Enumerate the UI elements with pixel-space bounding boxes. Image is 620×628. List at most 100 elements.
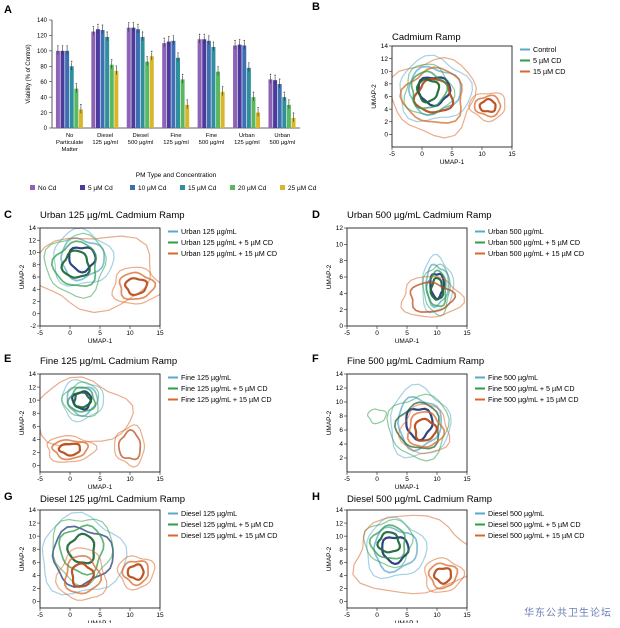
data-point (181, 73, 184, 76)
bar (91, 31, 96, 129)
bar (180, 79, 185, 128)
y-tick-label: 2 (32, 450, 36, 457)
contour-line (397, 395, 442, 452)
data-point (57, 45, 59, 47)
legend-swatch (230, 185, 235, 190)
bar (109, 64, 114, 128)
y-tick-label: 8 (32, 410, 36, 417)
bar (291, 117, 296, 128)
bar (273, 80, 278, 128)
contour-line (118, 271, 157, 301)
x-tick-label: 10 (433, 330, 441, 337)
panel-b: B Cadmium Ramp -5 0 5 10 15 0 2 4 6 8 10 12 14 UMAP-1 UM… (312, 1, 566, 166)
data-point (61, 45, 64, 47)
y-tick-label: 0 (44, 126, 48, 132)
bar (74, 88, 79, 128)
x-tick-label: 5 (405, 612, 409, 619)
y-tick-label: 80 (40, 64, 47, 70)
y-axis-title: UMAP-2 (19, 410, 26, 435)
x-tick-label: Urban (274, 133, 290, 139)
data-point (101, 24, 104, 26)
panel-title: Diesel 125 µg/mL Cadmium Ramp (40, 494, 185, 505)
y-tick-label: 120 (37, 34, 48, 40)
y-tick-label: 6 (339, 559, 343, 566)
x-tick-label: 10 (126, 476, 134, 483)
panel-title: Urban 500 µg/mL Cadmium Ramp (347, 210, 492, 221)
panel-title: Cadmium Ramp (392, 32, 461, 43)
legend-swatch (180, 185, 185, 190)
legend-label: No Cd (38, 185, 57, 192)
x-tick-label: -5 (389, 151, 395, 158)
y-tick-label: 12 (29, 384, 37, 391)
data-point (238, 39, 241, 41)
legend-label: 15 µM CD (533, 67, 566, 76)
panel-d: D Urban 500 µg/mL Cadmium Ramp-5 0 5 10 15024… (312, 209, 584, 345)
x-tick-label: 5 (98, 612, 102, 619)
contour-line (403, 63, 456, 116)
data-point (203, 33, 205, 36)
contour-line (392, 56, 477, 139)
data-point (132, 22, 135, 24)
bar (211, 47, 216, 128)
y-tick-label: 0 (32, 311, 36, 318)
contour-line (50, 240, 97, 288)
y-tick-label: 10 (336, 242, 344, 249)
panel-title: Fine 500 µg/mL Cadmium Ramp (347, 356, 484, 367)
x-tick-label: 0 (420, 151, 424, 158)
panel-g: G Diesel 125 µg/mL Cadmium Ramp-5 0 5 10 1502… (4, 491, 278, 627)
x-tick-label: 15 (463, 476, 471, 483)
legend-swatch (80, 185, 85, 190)
x-axis-title: UMAP-1 (440, 159, 465, 166)
y-tick-label: 4 (32, 437, 36, 444)
panel-letter: C (4, 209, 12, 221)
data-point (252, 91, 255, 93)
data-point (92, 26, 95, 28)
y-tick-label: 2 (384, 119, 388, 126)
legend-label: Diesel 500 µg/mL (488, 509, 544, 518)
bar (65, 50, 70, 128)
legend-label: Fine 500 µg/mL + 5 µM CD (488, 384, 575, 393)
y-tick-label: 14 (29, 371, 37, 378)
contour-line (66, 386, 97, 413)
x-tick-label: 15 (156, 612, 164, 619)
contour-line (352, 514, 467, 595)
y-tick-label: 8 (339, 258, 343, 265)
contour-line (54, 547, 108, 601)
y-tick-label: 12 (29, 237, 37, 244)
y-tick-label: 6 (384, 94, 388, 101)
x-tick-label: 5 (405, 330, 409, 337)
y-tick-label: 4 (339, 441, 343, 448)
contour-line (40, 376, 134, 447)
y-tick-label: 12 (381, 56, 389, 63)
legend-label: Fine 500 µg/mL (488, 373, 538, 382)
contour-line (113, 424, 146, 468)
data-point (217, 66, 219, 68)
y-tick-label: 100 (37, 49, 48, 55)
legend-label: Diesel 125 µg/mL + 5 µM CD (181, 520, 274, 529)
panel-title: Urban 125 µg/mL Cadmium Ramp (40, 210, 185, 221)
bar (135, 29, 140, 129)
y-tick-label: 6 (32, 559, 36, 566)
contour-line (427, 562, 459, 590)
data-point (172, 35, 175, 37)
x-tick-label: 15 (156, 476, 164, 483)
data-point (221, 86, 224, 88)
watermark-text: 华东公共卫生论坛 (524, 608, 612, 619)
bar (202, 39, 207, 128)
y-tick-label: 4 (339, 291, 343, 298)
contour-line (51, 438, 90, 461)
bar (126, 27, 131, 128)
x-axis-title: UMAP-1 (395, 484, 420, 491)
x-tick-label: No (66, 133, 73, 139)
bar (216, 71, 221, 128)
data-point (234, 39, 236, 42)
x-tick-label: 10 (433, 612, 441, 619)
contour-line (478, 97, 497, 114)
data-point (198, 33, 201, 36)
bar (251, 97, 256, 128)
contour-line (117, 428, 142, 461)
contour-line (400, 275, 466, 318)
bar (171, 40, 176, 129)
legend-label: 15 µM Cd (188, 185, 217, 192)
